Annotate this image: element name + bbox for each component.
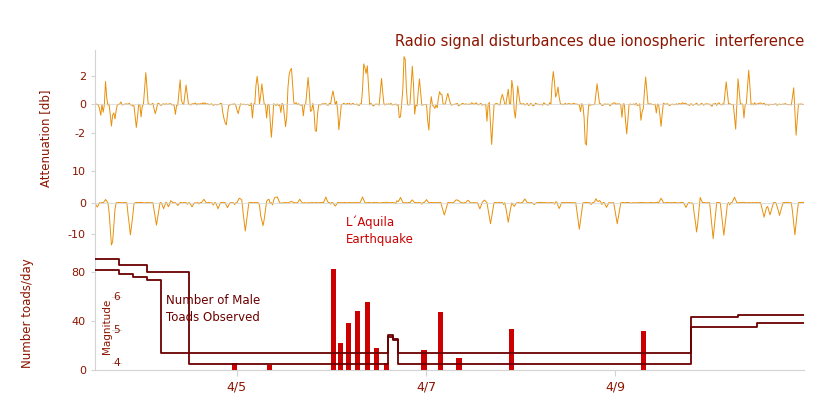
Bar <box>338 343 343 370</box>
Bar <box>356 311 361 370</box>
Bar <box>422 350 427 370</box>
Bar <box>456 358 462 370</box>
Text: 6: 6 <box>113 292 120 302</box>
Bar <box>641 331 646 370</box>
Text: Radio signal disturbances due ionospheric  interference: Radio signal disturbances due ionospheri… <box>395 34 804 49</box>
Text: L´Aquila
Earthquake: L´Aquila Earthquake <box>346 215 413 246</box>
Text: Attenuation [db]: Attenuation [db] <box>39 89 52 187</box>
Text: 4: 4 <box>113 358 120 368</box>
Bar <box>233 362 238 370</box>
Bar <box>331 269 336 370</box>
Text: Magnitude: Magnitude <box>102 299 112 354</box>
Bar <box>508 329 514 370</box>
Bar <box>384 362 389 370</box>
Bar <box>365 302 370 370</box>
Text: Number of Male
Toads Observed: Number of Male Toads Observed <box>166 294 260 324</box>
Text: Number toads/day: Number toads/day <box>21 259 34 368</box>
Text: 5: 5 <box>113 325 120 335</box>
Bar <box>375 348 380 370</box>
Bar <box>437 312 443 370</box>
Bar <box>346 323 351 370</box>
Bar <box>267 365 272 370</box>
